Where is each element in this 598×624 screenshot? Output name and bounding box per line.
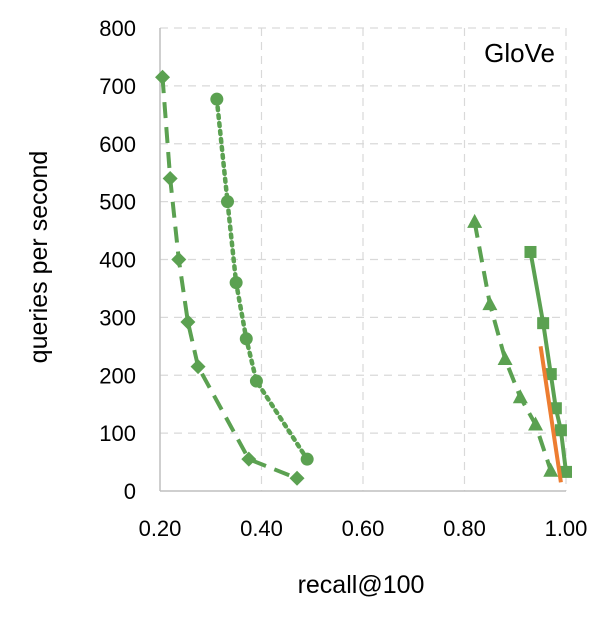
y-tick-label: 300 [99, 305, 136, 330]
data-point [560, 465, 572, 478]
data-point [549, 402, 562, 415]
series-line [472, 221, 553, 472]
data-point [537, 317, 550, 330]
series-1 [210, 92, 314, 466]
data-point [155, 69, 171, 85]
series-line [214, 96, 310, 462]
series-line [538, 346, 563, 483]
data-point [543, 462, 559, 477]
x-tick-label: 1.00 [545, 516, 588, 541]
data-point [180, 314, 196, 330]
data-point [528, 416, 544, 431]
grid [160, 27, 567, 491]
data-point [229, 276, 243, 290]
data-point [210, 92, 224, 106]
y-tick-label: 700 [99, 74, 136, 99]
x-tick-label: 0.60 [342, 516, 385, 541]
data-point [300, 452, 314, 466]
y-tick-label: 800 [99, 16, 136, 41]
data-point [249, 374, 263, 388]
x-tick-label: 0.80 [443, 516, 486, 541]
y-tick-label: 200 [99, 363, 136, 388]
series [155, 69, 572, 486]
data-point [162, 170, 178, 186]
series-2 [467, 213, 559, 477]
y-tick-label: 0 [124, 479, 136, 504]
data-point [289, 470, 305, 486]
data-point [554, 424, 567, 437]
axes [159, 28, 566, 492]
data-point [524, 245, 537, 258]
data-point [497, 351, 513, 366]
data-point [171, 252, 187, 267]
series-3 [524, 245, 572, 478]
tick-labels: 0 100 200 300 400 500 600 700 800 0.20 0.40 0.60 0.8… [99, 16, 587, 541]
series-4 [538, 346, 563, 483]
x-axis-title: recall@100 [298, 571, 425, 599]
series-line [528, 251, 568, 473]
series-line [160, 77, 298, 481]
data-point [220, 195, 234, 209]
chart-title: GloVe [484, 38, 555, 68]
y-axis-title: queries per second [25, 151, 53, 364]
y-tick-label: 600 [99, 132, 136, 157]
x-tick-label: 0.40 [240, 516, 283, 541]
x-tick-label: 0.20 [139, 516, 182, 541]
series-0 [155, 69, 305, 486]
data-point [482, 296, 498, 311]
data-point [544, 368, 557, 381]
data-point [467, 213, 483, 228]
y-tick-label: 400 [99, 248, 136, 273]
data-point [512, 389, 528, 404]
y-tick-label: 500 [99, 190, 136, 215]
data-point [241, 451, 257, 467]
data-point [239, 332, 253, 346]
y-tick-label: 100 [99, 421, 136, 446]
data-point [190, 359, 206, 375]
